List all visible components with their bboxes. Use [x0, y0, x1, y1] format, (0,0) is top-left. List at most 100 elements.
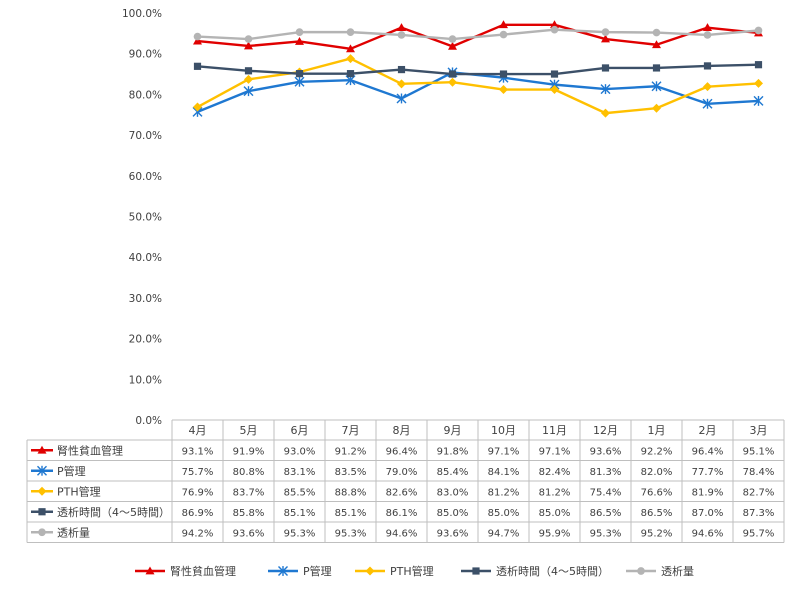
legend-item: 腎性貧血管理 — [135, 564, 236, 578]
y-tick-label: 50.0% — [129, 212, 162, 224]
legend-item: 透析量 — [626, 564, 694, 578]
table-value-cell: 82.0% — [641, 467, 673, 478]
y-tick-label: 90.0% — [129, 49, 162, 61]
table-value-cell: 95.3% — [335, 528, 367, 539]
table-legend-key-marker — [38, 508, 46, 516]
category-label: 7月 — [342, 424, 360, 437]
table-value-cell: 78.4% — [743, 467, 775, 478]
category-label: 4月 — [189, 424, 207, 437]
table-value-cell: 93.0% — [284, 446, 316, 457]
legend-label: 透析時間（4～5時間） — [496, 564, 609, 578]
table-series-name: 透析量 — [57, 525, 90, 539]
table-value-cell: 97.1% — [488, 446, 520, 457]
table-legend-key-marker — [38, 528, 46, 537]
table-series-name: 腎性貧血管理 — [57, 443, 123, 457]
data-point — [499, 20, 508, 29]
table-legend-key-marker — [37, 445, 47, 454]
table-value-cell: 80.8% — [233, 467, 265, 478]
table-value-cell: 86.5% — [641, 508, 673, 519]
data-point — [753, 95, 764, 106]
table-value-cell: 77.7% — [692, 467, 724, 478]
table-value-cell: 75.7% — [182, 467, 214, 478]
series-4 — [193, 61, 763, 78]
table-value-cell: 95.2% — [641, 528, 673, 539]
table-value-cell: 84.1% — [488, 467, 520, 478]
legend-key-marker — [365, 566, 375, 576]
table-value-cell: 96.4% — [386, 446, 418, 457]
data-point — [754, 61, 763, 69]
table-value-cell: 88.8% — [335, 487, 367, 498]
data-point — [601, 34, 610, 43]
data-point — [600, 84, 611, 95]
data-point — [550, 70, 559, 78]
table-value-cell: 85.4% — [437, 467, 469, 478]
data-point — [651, 81, 662, 92]
y-axis: 0.0% 10.0% 20.0% 30.0% 40.0% 50.0% 60.0% 70.0% 8… — [122, 8, 162, 427]
table-value-cell: 76.9% — [182, 487, 214, 498]
y-tick-label: 40.0% — [129, 252, 162, 264]
data-point — [448, 35, 457, 43]
table-value-cell: 93.6% — [233, 528, 265, 539]
data-point — [346, 28, 355, 36]
legend-label: 腎性貧血管理 — [170, 564, 236, 578]
data-point — [448, 70, 457, 78]
y-tick-label: 30.0% — [129, 293, 162, 305]
data-point — [601, 64, 610, 72]
table-value-cell: 81.2% — [488, 487, 520, 498]
category-label: 5月 — [240, 424, 258, 437]
table-value-cell: 93.1% — [182, 446, 214, 457]
legend-key-marker — [637, 567, 645, 575]
table-series-name: 透析時間（4～5時間） — [57, 505, 170, 519]
y-tick-label: 10.0% — [129, 374, 162, 386]
table-value-cell: 82.4% — [539, 467, 571, 478]
legend-item: 透析時間（4～5時間） — [461, 564, 609, 578]
table-value-cell: 85.1% — [335, 508, 367, 519]
table-value-cell: 97.1% — [539, 446, 571, 457]
y-tick-label: 60.0% — [129, 171, 162, 183]
data-point — [244, 74, 253, 84]
series-line — [197, 71, 759, 114]
table-legend-key-marker — [37, 465, 47, 476]
series-line — [197, 28, 759, 41]
category-label: 1月 — [648, 424, 666, 437]
table-legend-key-marker — [37, 486, 47, 496]
table-value-cell: 83.7% — [233, 487, 265, 498]
table-value-cell: 95.3% — [590, 528, 622, 539]
table-value-cell: 92.2% — [641, 446, 673, 457]
data-point — [397, 31, 406, 39]
data-point — [193, 36, 202, 45]
data-point — [550, 85, 559, 95]
table-value-cell: 91.2% — [335, 446, 367, 457]
category-label: 2月 — [699, 424, 717, 437]
series-5 — [193, 25, 763, 43]
table-value-cell: 95.7% — [743, 528, 775, 539]
legend-key-marker — [278, 566, 288, 576]
data-point — [397, 65, 406, 74]
y-tick-label: 70.0% — [129, 130, 162, 142]
table-value-cell: 82.7% — [743, 487, 775, 498]
legend-label: P管理 — [303, 564, 332, 578]
data-point — [652, 64, 661, 72]
table-value-cell: 86.9% — [182, 508, 214, 519]
data-point — [244, 35, 253, 43]
legend-item: P管理 — [268, 564, 332, 578]
data-point — [703, 62, 712, 70]
data-point — [193, 32, 202, 41]
table-value-cell: 95.9% — [539, 528, 571, 539]
legend-key-marker — [145, 566, 155, 575]
data-point — [244, 67, 253, 75]
table-value-cell: 82.6% — [386, 487, 418, 498]
data-point — [295, 28, 304, 36]
data-point — [703, 23, 712, 32]
data-point — [193, 62, 202, 70]
y-tick-label: 0.0% — [135, 415, 162, 427]
table-value-cell: 83.1% — [284, 467, 316, 478]
data-point — [243, 86, 254, 97]
series-1 — [193, 20, 763, 53]
legend: 腎性貧血管理 P管理 PTH管理 透析時間（4～5時間） 透析量 — [135, 564, 694, 578]
data-point — [294, 76, 305, 87]
data-point — [295, 70, 304, 78]
